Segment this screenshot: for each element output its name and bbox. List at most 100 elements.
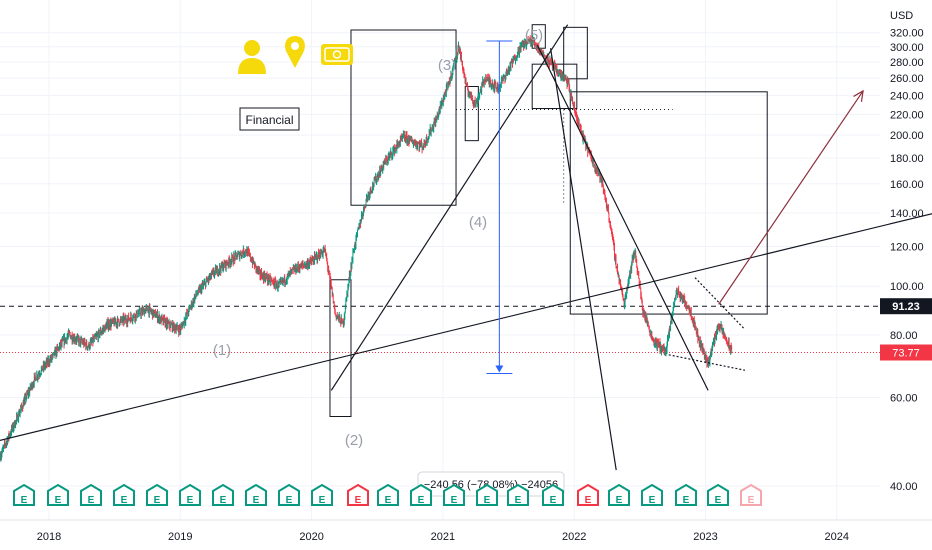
- currency-label: USD: [890, 10, 913, 22]
- projection-arrow-head: [853, 89, 864, 102]
- x-tick-label: 2021: [431, 531, 455, 543]
- earnings-badge-letter: E: [748, 495, 755, 506]
- financial-label: Financial: [245, 113, 293, 127]
- earnings-badge-letter: E: [515, 495, 522, 506]
- falling-trend-line[interactable]: [536, 45, 709, 391]
- wave-label-1: (1): [213, 342, 231, 359]
- earnings-badge[interactable]: E: [476, 483, 498, 506]
- y-tick-label: 280.00: [890, 57, 924, 69]
- earnings-badge-letter: E: [616, 495, 623, 506]
- earnings-badge-letter: E: [385, 495, 392, 506]
- earnings-badge-letter: E: [418, 495, 425, 506]
- earnings-badge-shape: [146, 483, 168, 506]
- earnings-badge-letter: E: [253, 495, 260, 506]
- projection-arrow-line[interactable]: [718, 90, 864, 305]
- earnings-badge[interactable]: E: [347, 483, 369, 506]
- steep-falling-line[interactable]: [549, 48, 617, 471]
- earnings-badge[interactable]: E: [443, 483, 465, 506]
- x-tick-label: 2018: [37, 531, 61, 543]
- y-tick-label: 80.00: [890, 330, 918, 342]
- wave-4-box[interactable]: [464, 86, 479, 142]
- earnings-badge[interactable]: E: [311, 483, 333, 506]
- earnings-badge-shape: [212, 483, 234, 506]
- earnings-badge-shape: [608, 483, 630, 506]
- last-price-label: 73.77: [880, 344, 932, 361]
- earnings-badge-shape: [245, 483, 267, 506]
- y-tick-label: 40.00: [890, 481, 918, 493]
- earnings-badge-letter: E: [355, 495, 362, 506]
- x-tick-label: 2020: [299, 531, 323, 543]
- y-tick-label: 120.00: [890, 241, 924, 253]
- earnings-badge[interactable]: E: [47, 483, 69, 506]
- earnings-badge-shape: [542, 483, 564, 506]
- y-tick-label: 220.00: [890, 109, 924, 121]
- wave-3-box[interactable]: [350, 29, 457, 206]
- y-tick-label: 160.00: [890, 179, 924, 191]
- earnings-badge-shape: [179, 483, 201, 506]
- earnings-badge[interactable]: E: [641, 483, 663, 506]
- earnings-badge[interactable]: E: [212, 483, 234, 506]
- earnings-badge[interactable]: E: [377, 483, 399, 506]
- earnings-badge-shape: [347, 483, 369, 506]
- earnings-badge[interactable]: E: [80, 483, 102, 506]
- earnings-badge-letter: E: [154, 495, 161, 506]
- earnings-badge[interactable]: E: [410, 483, 432, 506]
- earnings-badge-shape: [507, 483, 529, 506]
- earnings-badge[interactable]: E: [608, 483, 630, 506]
- earnings-badge[interactable]: E: [146, 483, 168, 506]
- earnings-badge-shape: [410, 483, 432, 506]
- x-tick-label: 2024: [825, 531, 849, 543]
- earnings-badge[interactable]: E: [707, 483, 729, 506]
- earnings-badge-letter: E: [187, 495, 194, 506]
- marked-level-label-bg: [880, 298, 932, 315]
- earnings-badge-shape: [47, 483, 69, 506]
- y-tick-label: 240.00: [890, 90, 924, 102]
- correction-high-box[interactable]: [563, 26, 588, 80]
- wave-label-2: (2): [345, 432, 363, 449]
- earnings-badge-shape: [377, 483, 399, 506]
- earnings-badge-shape: [577, 483, 599, 506]
- earnings-badge[interactable]: E: [13, 483, 35, 506]
- earnings-badge-letter: E: [55, 495, 62, 506]
- earnings-badge[interactable]: E: [113, 483, 135, 506]
- earnings-badge[interactable]: E: [740, 483, 762, 506]
- earnings-badge[interactable]: E: [507, 483, 529, 506]
- earnings-badge-letter: E: [220, 495, 227, 506]
- time-axis[interactable]: 2018 2019 2020 2021 2022 2023 2024: [0, 519, 932, 543]
- earnings-badge[interactable]: E: [542, 483, 564, 506]
- earnings-badge-letter: E: [451, 495, 458, 506]
- earnings-badge-letter: E: [121, 495, 128, 506]
- x-tick-label: 2022: [562, 531, 586, 543]
- price-axis[interactable]: USD 320.00 300.00 280.00 260.00 240.00 220.00…: [890, 10, 924, 493]
- earnings-badge-letter: E: [649, 495, 656, 506]
- earnings-badge-letter: E: [550, 495, 557, 506]
- long-term-support-line[interactable]: [0, 211, 932, 450]
- y-tick-label: 60.00: [890, 393, 918, 405]
- earnings-badge-shape: [675, 483, 697, 506]
- earnings-badge-shape: [80, 483, 102, 506]
- earnings-badge[interactable]: E: [577, 483, 599, 506]
- y-tick-label: 200.00: [890, 130, 924, 142]
- financial-label-box[interactable]: [239, 107, 300, 131]
- price-series: [0, 34, 733, 462]
- earnings-badge-shape: [740, 483, 762, 506]
- wave-2-box[interactable]: [329, 279, 352, 417]
- earnings-badge[interactable]: E: [675, 483, 697, 506]
- marked-level-label: 91.23: [880, 298, 932, 315]
- y-tick-label: 300.00: [890, 42, 924, 54]
- wave-label-5: (5): [525, 27, 543, 44]
- rising-channel-line[interactable]: [330, 24, 569, 391]
- earnings-badge[interactable]: E: [179, 483, 201, 506]
- earnings-badge[interactable]: E: [245, 483, 267, 506]
- earnings-badge-shape: [278, 483, 300, 506]
- descending-wedge-bottom-line[interactable]: [668, 354, 746, 371]
- correction-zone-box[interactable]: [569, 91, 768, 315]
- earnings-badge-letter: E: [683, 495, 690, 506]
- earnings-badge[interactable]: E: [278, 483, 300, 506]
- earnings-badge-letter: E: [88, 495, 95, 506]
- earnings-badge-shape: [13, 483, 35, 506]
- earnings-badge-shape: [113, 483, 135, 506]
